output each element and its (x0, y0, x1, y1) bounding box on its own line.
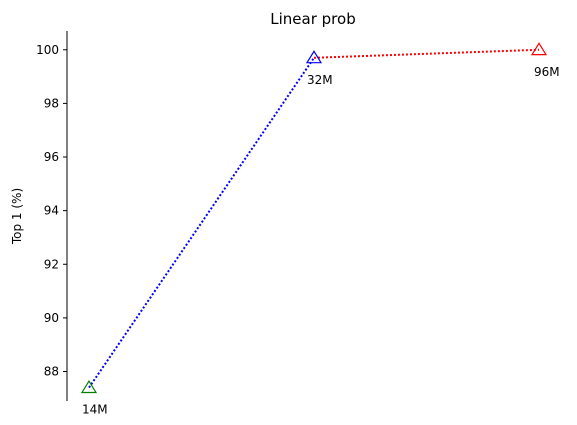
y-tick-label: 88 (44, 365, 59, 379)
point-label: 96M (534, 65, 560, 79)
series-lines (88, 48, 540, 389)
y-tick-label: 100 (36, 43, 59, 57)
data-point-marker (530, 42, 548, 56)
y-tick-label: 92 (44, 257, 59, 271)
y-tick-label: 90 (44, 311, 59, 325)
data-point-marker (80, 379, 98, 394)
y-axis-label: Top 1 (%) (10, 188, 24, 245)
chart-title: Linear prob (270, 10, 355, 28)
y-tick-label: 98 (44, 96, 59, 110)
point-label: 32M (307, 73, 333, 87)
y-tick-label: 94 (44, 204, 59, 218)
series-segment (88, 57, 315, 389)
data-points (80, 42, 548, 394)
y-ticks: 88 90 92 94 96 98 100 (36, 43, 67, 379)
y-tick-label: 96 (44, 150, 59, 164)
point-labels: 14M 32M 96M (82, 65, 560, 417)
data-point-marker (305, 50, 323, 64)
point-label: 14M (82, 403, 108, 417)
series-segment (313, 48, 540, 59)
